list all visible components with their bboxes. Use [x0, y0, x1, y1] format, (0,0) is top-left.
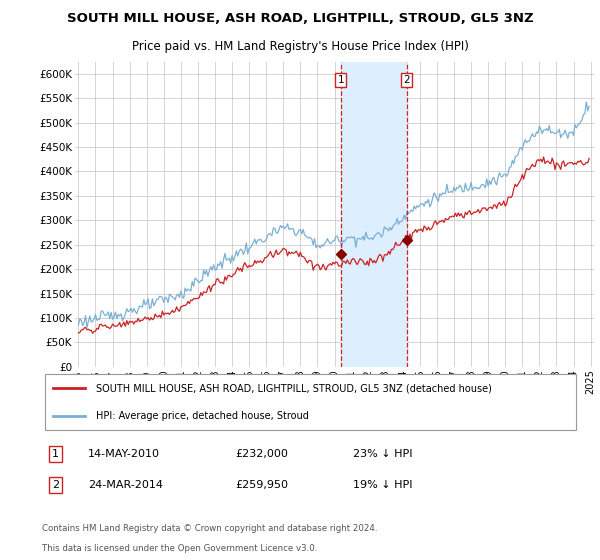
Text: 14-MAY-2010: 14-MAY-2010: [88, 449, 160, 459]
Text: 1: 1: [338, 76, 344, 85]
Text: 23% ↓ HPI: 23% ↓ HPI: [353, 449, 413, 459]
Text: Price paid vs. HM Land Registry's House Price Index (HPI): Price paid vs. HM Land Registry's House …: [131, 40, 469, 53]
Bar: [341, 62, 407, 367]
Text: SOUTH MILL HOUSE, ASH ROAD, LIGHTPILL, STROUD, GL5 3NZ (detached house): SOUTH MILL HOUSE, ASH ROAD, LIGHTPILL, S…: [96, 383, 491, 393]
Text: 19% ↓ HPI: 19% ↓ HPI: [353, 480, 413, 489]
Text: SOUTH MILL HOUSE, ASH ROAD, LIGHTPILL, STROUD, GL5 3NZ: SOUTH MILL HOUSE, ASH ROAD, LIGHTPILL, S…: [67, 12, 533, 25]
Text: HPI: Average price, detached house, Stroud: HPI: Average price, detached house, Stro…: [96, 411, 308, 421]
Text: 1: 1: [52, 449, 59, 459]
Text: £232,000: £232,000: [235, 449, 288, 459]
Text: £259,950: £259,950: [235, 480, 289, 489]
Text: Contains HM Land Registry data © Crown copyright and database right 2024.: Contains HM Land Registry data © Crown c…: [42, 524, 377, 533]
Text: This data is licensed under the Open Government Licence v3.0.: This data is licensed under the Open Gov…: [42, 544, 317, 553]
FancyBboxPatch shape: [44, 374, 577, 430]
Text: 2: 2: [403, 76, 410, 85]
Text: 2: 2: [52, 480, 59, 489]
Text: 24-MAR-2014: 24-MAR-2014: [88, 480, 163, 489]
